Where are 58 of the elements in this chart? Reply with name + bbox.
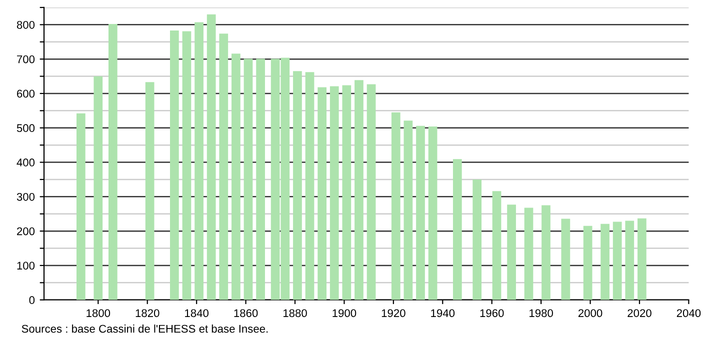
bar [256, 58, 265, 300]
bar [391, 112, 400, 300]
y-tick-label: 700 [17, 55, 35, 64]
bar [232, 54, 240, 300]
bar [206, 14, 216, 300]
bar [612, 222, 622, 300]
bar [94, 76, 103, 300]
x-tick-label: 2040 [676, 309, 701, 318]
x-tick-label: 1880 [283, 309, 307, 318]
x-tick-label: 1860 [234, 309, 258, 318]
x-tick-label: 1840 [185, 309, 209, 318]
bar [524, 208, 534, 300]
bar [561, 218, 570, 300]
y-tick-label: 800 [16, 20, 35, 29]
bar [318, 87, 326, 300]
bar [330, 86, 339, 300]
bar [244, 58, 253, 300]
bar [638, 218, 646, 300]
bar [416, 126, 425, 300]
x-tick-label: 1900 [332, 309, 356, 318]
x-tick-label: 1960 [480, 309, 504, 318]
bar [492, 191, 502, 300]
y-tick-label: 500 [16, 124, 35, 132]
bar [219, 34, 228, 300]
x-tick-label: 1940 [431, 309, 455, 318]
y-tick-label: 600 [17, 90, 35, 98]
bar [507, 204, 516, 300]
bar [342, 85, 352, 300]
y-tick-label: 400 [16, 158, 35, 166]
x-tick-label: 2020 [628, 309, 652, 318]
bar [194, 22, 204, 300]
bar [452, 159, 462, 300]
y-tick-label: 300 [16, 192, 35, 201]
y-tick-label: 200 [17, 227, 35, 236]
bar [625, 220, 634, 300]
bar [542, 205, 550, 300]
bar [404, 120, 413, 300]
bar [170, 30, 179, 300]
bar [293, 71, 302, 300]
x-tick-label: 2000 [578, 309, 602, 318]
bar [108, 24, 118, 300]
x-tick-label: 1800 [86, 309, 110, 318]
x-tick-label: 1920 [382, 309, 406, 318]
bar [182, 31, 192, 300]
bar [76, 113, 86, 300]
bar [472, 179, 482, 300]
bar [145, 82, 154, 300]
bar [305, 72, 314, 300]
bar [428, 126, 438, 300]
source-note: Sources : base Cassini de l'EHESS et base Insee. [22, 324, 268, 333]
bar [366, 84, 376, 300]
bar [600, 224, 610, 300]
y-tick-label: 0 [29, 296, 35, 304]
x-tick-label: 1820 [136, 309, 160, 318]
x-tick-label: 1980 [530, 309, 553, 318]
bar [354, 80, 364, 300]
bar [583, 226, 592, 300]
y-tick-label: 100 [17, 262, 35, 270]
